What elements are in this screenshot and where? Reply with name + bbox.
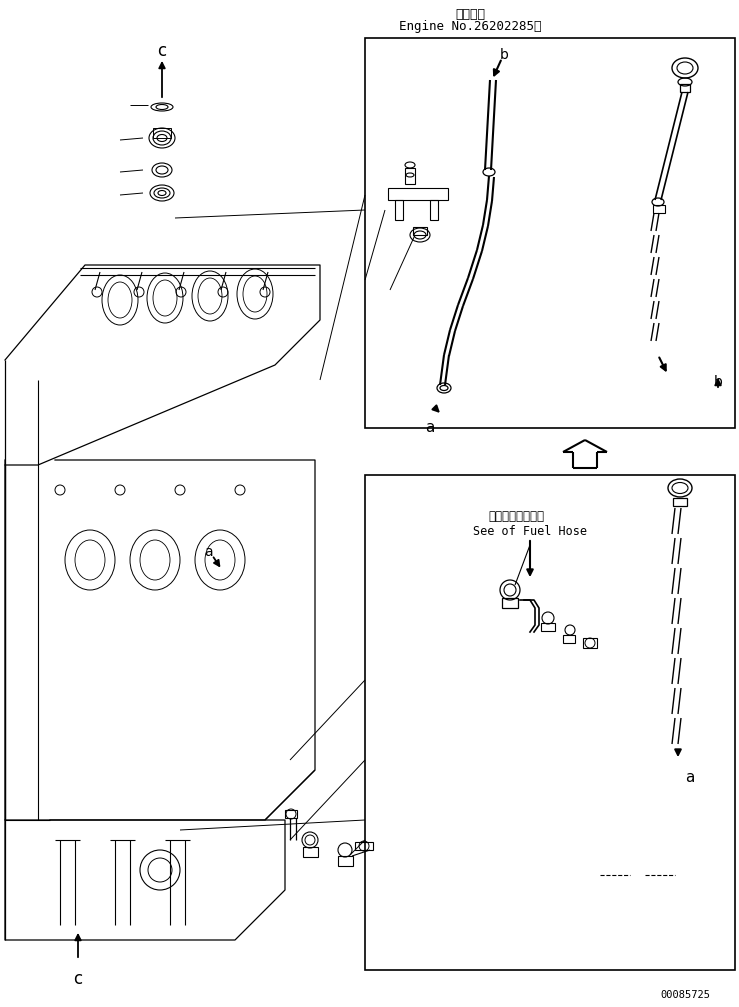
Bar	[365, 38, 735, 428]
Bar	[653, 205, 665, 213]
Text: フェルホース参照: フェルホース参照	[488, 510, 544, 523]
Bar	[583, 638, 597, 648]
Bar	[680, 84, 690, 92]
Bar	[338, 856, 353, 866]
Bar	[430, 200, 438, 220]
Text: b: b	[714, 375, 723, 389]
Bar	[502, 598, 518, 608]
Text: a: a	[204, 545, 212, 559]
Bar	[413, 227, 427, 235]
Bar	[395, 200, 403, 220]
Bar	[541, 623, 555, 631]
Text: See of Fuel Hose: See of Fuel Hose	[473, 525, 587, 538]
Text: a: a	[685, 770, 695, 785]
Bar	[153, 128, 171, 138]
Bar	[303, 847, 318, 857]
Text: Engine No.26202285～: Engine No.26202285～	[399, 20, 541, 33]
Polygon shape	[390, 195, 445, 200]
Text: c: c	[157, 42, 166, 60]
Bar	[563, 635, 575, 643]
Bar	[673, 498, 687, 506]
Text: a: a	[426, 420, 435, 435]
Text: 適用号機: 適用号機	[455, 8, 485, 21]
Text: b: b	[500, 48, 508, 62]
Bar	[405, 168, 415, 184]
Text: 00085725: 00085725	[660, 990, 710, 1000]
Text: c: c	[73, 970, 83, 988]
Bar	[365, 475, 735, 970]
Bar	[355, 842, 373, 850]
Bar	[388, 188, 448, 200]
Bar	[285, 810, 297, 818]
